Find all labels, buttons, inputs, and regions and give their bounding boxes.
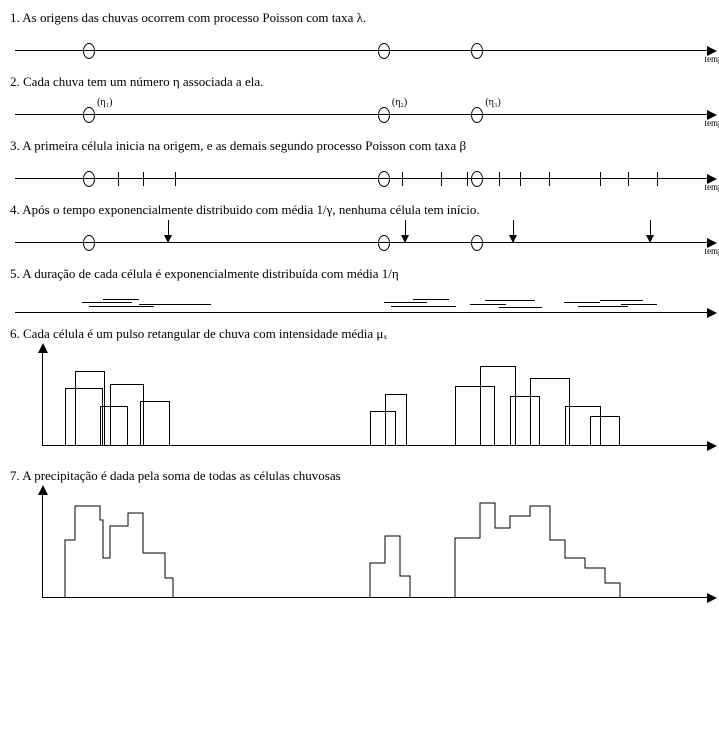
duration-dash: [621, 304, 657, 305]
cell-tick: [441, 172, 442, 186]
caption-7: 7. A precipitação é dada pela soma de to…: [10, 468, 719, 484]
cell-tick: [600, 172, 601, 186]
step-7: 7. A precipitação é dada pela soma de to…: [10, 468, 719, 608]
time-label: tempo: [705, 246, 719, 256]
cell-tick: [467, 172, 468, 186]
origin-marker: [471, 235, 483, 251]
cell-tick: [175, 172, 176, 186]
end-arrow: [405, 220, 406, 242]
duration-dash: [139, 304, 211, 305]
timeline-1: tempo: [10, 28, 719, 68]
origin-marker: [378, 107, 390, 123]
caption-3: 3. A primeira célula inicia na origem, e…: [10, 138, 719, 154]
end-arrow: [168, 220, 169, 242]
cell-tick: [143, 172, 144, 186]
cell-tick: [499, 172, 500, 186]
duration-dash: [564, 302, 600, 303]
pulse-rect: [590, 416, 620, 446]
axis: [15, 178, 709, 179]
origin-marker: [83, 107, 95, 123]
cell-tick: [520, 172, 521, 186]
origin-marker: [378, 171, 390, 187]
step-3: 3. A primeira célula inicia na origem, e…: [10, 138, 719, 196]
axis: [15, 114, 709, 115]
origin-marker: [83, 171, 95, 187]
time-label: tempo: [705, 54, 719, 64]
step-6: 6. Cada célula é um pulso retangular de …: [10, 326, 719, 456]
precip-profile: [455, 503, 620, 598]
chart-6: [10, 346, 719, 456]
axis: [15, 242, 709, 243]
cell-tick: [628, 172, 629, 186]
timeline-4: tempo: [10, 220, 719, 260]
y-axis: [42, 351, 43, 446]
axis: [15, 50, 709, 51]
caption-4: 4. Após o tempo exponencialmente distrib…: [10, 202, 719, 218]
duration-dash: [103, 299, 139, 300]
origin-marker: [83, 43, 95, 59]
origin-label: (η₃): [485, 97, 500, 108]
end-arrow: [513, 220, 514, 242]
caption-1: 1. As origens das chuvas ocorrem com pro…: [10, 10, 719, 26]
chart-7: [10, 488, 719, 608]
origin-label: (η₂): [392, 97, 407, 108]
timeline-5: [10, 284, 719, 320]
duration-dash: [578, 306, 628, 307]
caption-5: 5. A duração de cada célula é exponencia…: [10, 266, 719, 282]
duration-dash: [391, 306, 456, 307]
duration-dash: [89, 306, 154, 307]
origin-marker: [471, 171, 483, 187]
step-4: 4. Após o tempo exponencialmente distrib…: [10, 202, 719, 260]
origin-marker: [378, 235, 390, 251]
pulse-rect: [530, 378, 570, 446]
origin-marker: [471, 43, 483, 59]
timeline-3: tempo: [10, 156, 719, 196]
caption-6: 6. Cada célula é um pulso retangular de …: [10, 326, 719, 342]
origin-label: (η₁): [97, 97, 112, 108]
step-1: 1. As origens das chuvas ocorrem com pro…: [10, 10, 719, 68]
time-label: tempo: [705, 182, 719, 192]
origin-marker: [471, 107, 483, 123]
cell-tick: [402, 172, 403, 186]
cell-tick: [549, 172, 550, 186]
duration-dash: [470, 304, 506, 305]
caption-2: 2. Cada chuva tem um número η associada …: [10, 74, 719, 90]
pulse-rect: [385, 394, 407, 446]
duration-dash: [413, 299, 449, 300]
duration-dash: [82, 302, 132, 303]
pulse-rect: [140, 401, 170, 446]
precip-profile: [370, 536, 410, 598]
end-arrow: [650, 220, 651, 242]
precip-profile: [65, 506, 173, 598]
step-2: 2. Cada chuva tem um número η associada …: [10, 74, 719, 132]
step-5: 5. A duração de cada célula é exponencia…: [10, 266, 719, 320]
duration-dash: [384, 302, 427, 303]
axis: [15, 312, 709, 313]
cell-tick: [657, 172, 658, 186]
origin-marker: [378, 43, 390, 59]
time-label: tempo: [705, 118, 719, 128]
origin-marker: [83, 235, 95, 251]
duration-dash: [499, 307, 542, 308]
duration-dash: [485, 300, 535, 301]
cell-tick: [118, 172, 119, 186]
duration-dash: [600, 300, 643, 301]
pulse-rect: [110, 384, 144, 446]
timeline-2: tempo (η₁) (η₂) (η₃): [10, 92, 719, 132]
profile-svg: [10, 490, 719, 598]
